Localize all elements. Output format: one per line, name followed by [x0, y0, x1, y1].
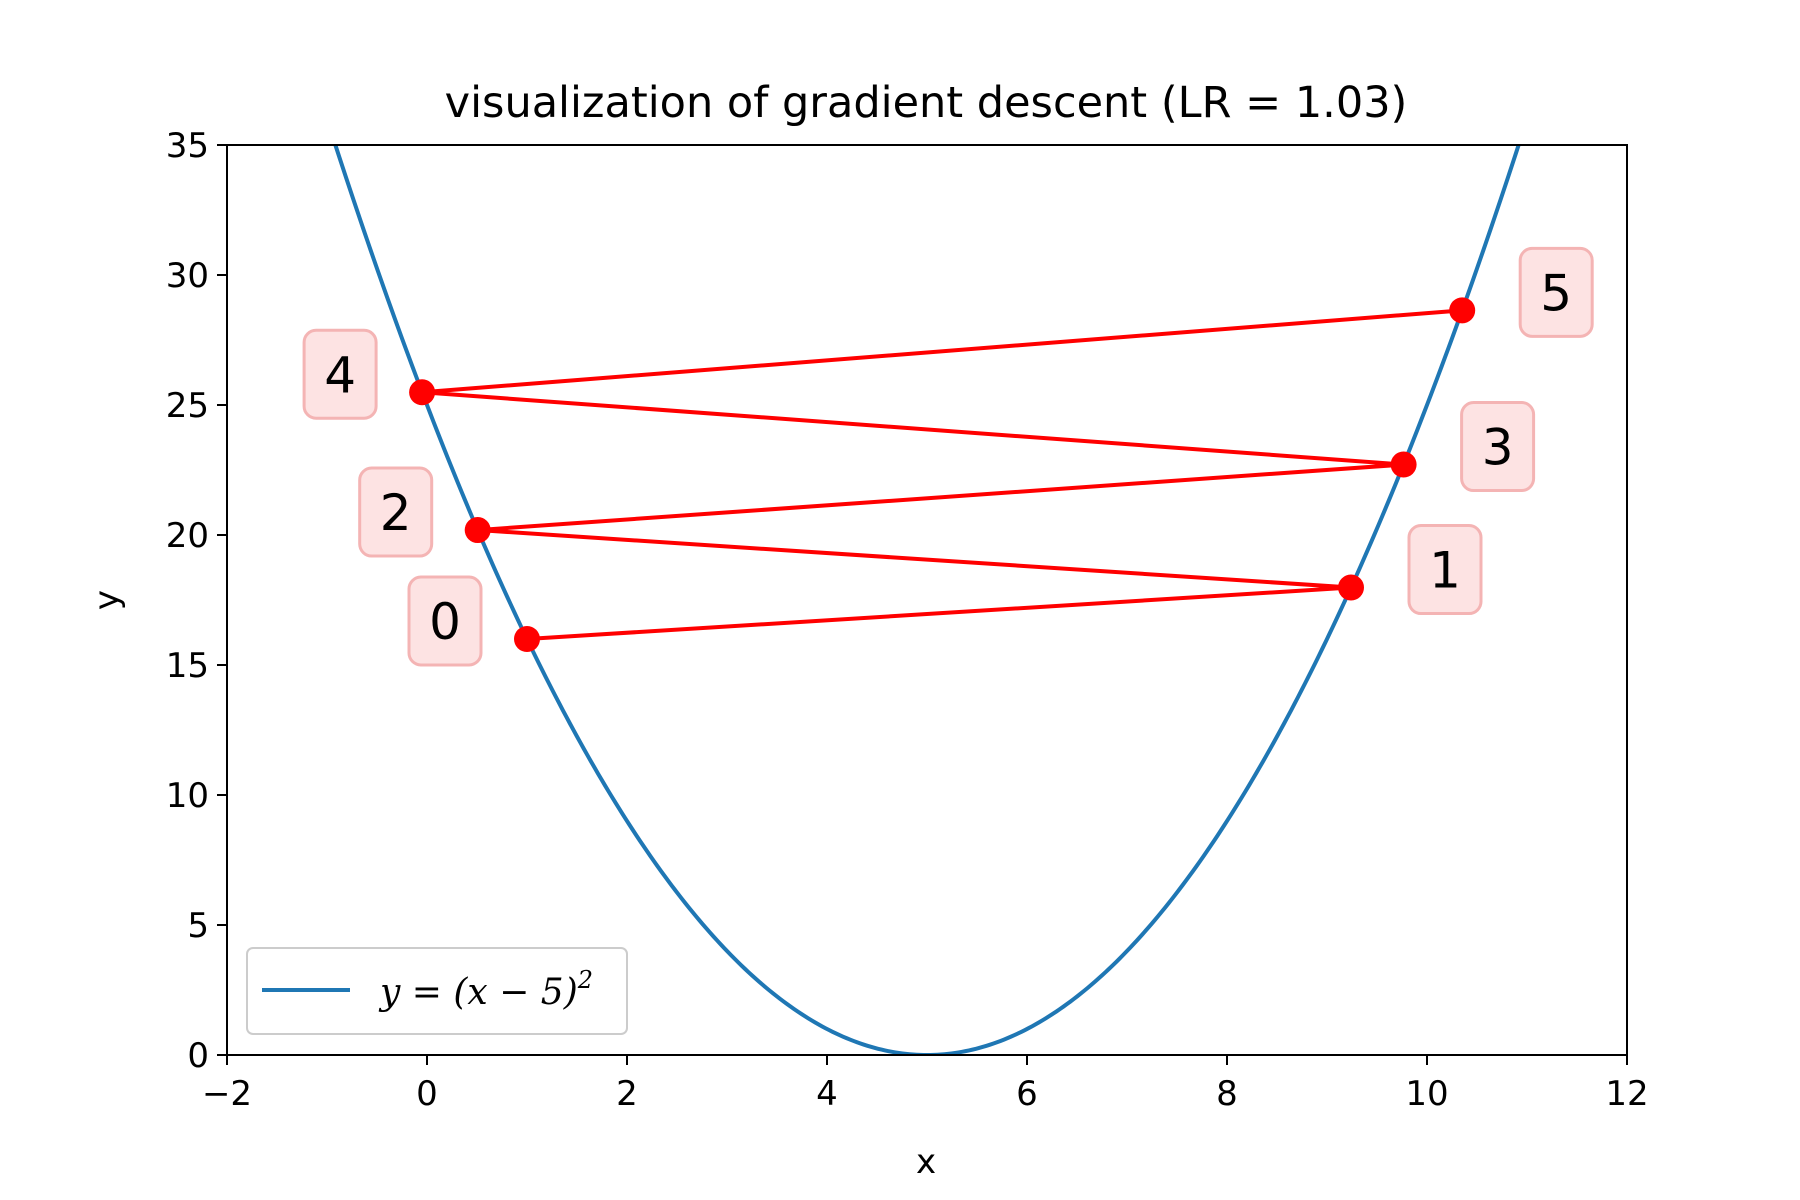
step-label-box	[407, 575, 483, 667]
chart-title: visualization of gradient descent (LR = …	[445, 78, 1408, 128]
descent-segment	[477, 528, 1352, 590]
descent-point	[1449, 297, 1476, 324]
y-tick-label: 25	[166, 386, 209, 426]
legend: y = (x − 5)2	[246, 947, 628, 1035]
descent-segment	[421, 308, 1463, 395]
y-tick-label: 20	[166, 516, 209, 556]
x-tick-label: 6	[1016, 1074, 1038, 1114]
step-label-box	[302, 328, 378, 420]
x-tick-label: 4	[816, 1074, 838, 1114]
step-label: 1	[1429, 542, 1461, 600]
curve-line	[333, 145, 1521, 1055]
step-label: 0	[429, 593, 461, 651]
step-label-box	[1518, 246, 1594, 338]
step-label: 4	[324, 346, 356, 404]
y-axis-label: y	[87, 590, 127, 610]
legend-entry-text: y = (x − 5)	[378, 972, 578, 1013]
descent-path	[421, 308, 1463, 641]
descent-segment	[526, 585, 1352, 641]
y-tick-label: 10	[166, 776, 209, 816]
step-label: 2	[380, 484, 412, 542]
descent-points	[409, 297, 1476, 652]
x-tick-label: 8	[1216, 1074, 1238, 1114]
x-axis-ticks: −2 0 2 4 6 8 10 12	[202, 1055, 1649, 1114]
x-tick-label: 0	[416, 1074, 438, 1114]
legend-entry: y = (x − 5)2	[378, 966, 593, 1013]
legend-entry-exponent: 2	[577, 966, 593, 994]
step-label-box	[358, 466, 434, 558]
x-axis-label: x	[916, 1142, 936, 1182]
plot-frame	[226, 144, 1628, 1056]
step-label: 5	[1540, 264, 1572, 322]
y-tick-label: 35	[166, 126, 209, 166]
legend-box	[246, 947, 628, 1035]
descent-point	[1390, 451, 1417, 478]
y-tick-label: 30	[166, 256, 209, 296]
plot-area: 0 1 2 3 4 5	[226, 144, 1628, 1056]
y-axis-ticks: 0 5 10 15 20 25 30 35	[166, 126, 227, 1076]
y-tick-label: 5	[187, 906, 209, 946]
descent-labels: 0 1 2 3 4 5	[302, 246, 1594, 667]
descent-point	[514, 626, 540, 652]
x-tick-label: −2	[202, 1074, 252, 1114]
x-tick-label: 2	[616, 1074, 638, 1114]
x-tick-label: 10	[1405, 1074, 1448, 1114]
step-label-box	[1460, 401, 1536, 493]
descent-point	[409, 379, 436, 406]
step-label: 3	[1482, 419, 1514, 477]
step-label-box	[1407, 524, 1483, 616]
y-tick-label: 0	[187, 1036, 209, 1076]
descent-point	[1338, 574, 1364, 601]
descent-segment	[477, 462, 1404, 533]
y-tick-label: 15	[166, 646, 209, 686]
descent-segment	[421, 390, 1404, 467]
x-tick-label: 12	[1605, 1074, 1648, 1114]
descent-point	[464, 517, 491, 544]
